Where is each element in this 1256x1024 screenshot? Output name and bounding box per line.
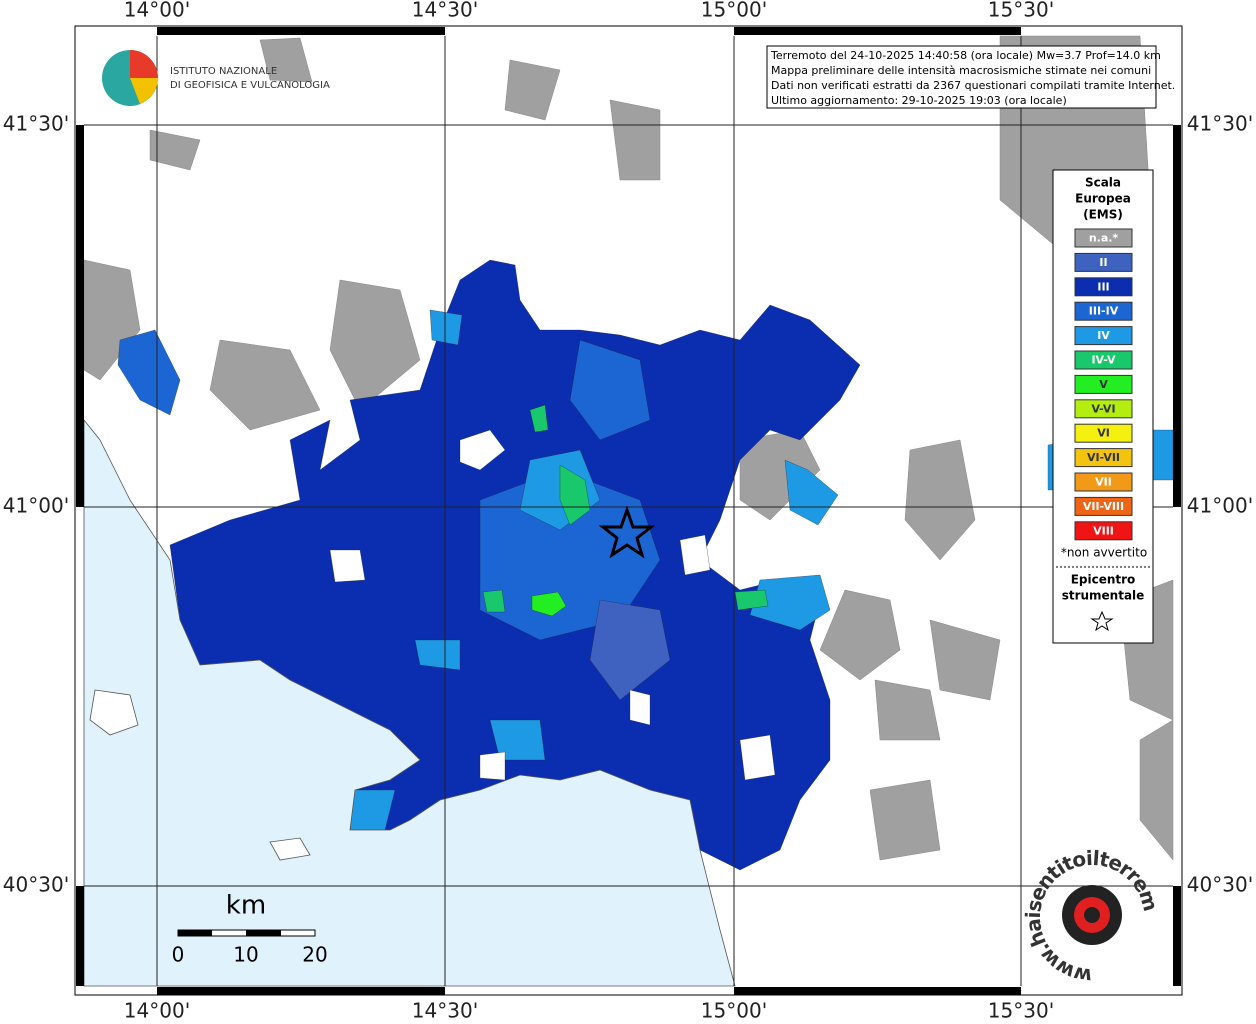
logo-text: ISTITUTO NAZIONALE bbox=[170, 66, 277, 77]
legend-swatch bbox=[1074, 496, 1133, 516]
legend-title: (EMS) bbox=[1083, 208, 1123, 222]
scale-tick: 20 bbox=[302, 943, 327, 967]
islands bbox=[89, 689, 311, 861]
epicenter-label: Epicentro bbox=[1071, 573, 1136, 587]
legend-title: Europea bbox=[1075, 192, 1131, 206]
frame-tick bbox=[157, 987, 445, 995]
ingv-logo: ISTITUTO NAZIONALE DI GEOFISICA E VULCAN… bbox=[102, 50, 330, 106]
info-box: Terremoto del 24-10-2025 14:40:58 (ora l… bbox=[766, 45, 1175, 109]
legend-label: III-IV bbox=[1089, 305, 1119, 318]
intensity-areas bbox=[117, 259, 1174, 871]
longitude-label: 15°00' bbox=[701, 0, 767, 22]
scale-bar: km 0 10 20 bbox=[172, 891, 328, 967]
latitude-label: 40°30' bbox=[1187, 873, 1253, 897]
frame-ticks bbox=[76, 27, 1181, 995]
legend-label: VI-VII bbox=[1087, 451, 1120, 464]
legend-label: IV bbox=[1097, 329, 1110, 342]
legend-swatch bbox=[1074, 521, 1133, 541]
legend-title: Scala bbox=[1085, 176, 1121, 190]
epicenter-label: strumentale bbox=[1062, 589, 1145, 603]
legend-label: V-VI bbox=[1091, 402, 1115, 415]
legend-swatch bbox=[1074, 448, 1133, 468]
legend-swatch bbox=[1074, 399, 1133, 419]
legend-note: *non avvertito bbox=[1061, 546, 1147, 560]
scale-segment bbox=[246, 930, 281, 936]
legend-label: V bbox=[1099, 378, 1108, 391]
legend-label: n.a.* bbox=[1089, 232, 1119, 245]
legend-label: VI bbox=[1097, 427, 1110, 440]
longitude-label: 15°30' bbox=[988, 0, 1054, 22]
legend-label: VII bbox=[1095, 476, 1112, 489]
legend-swatch bbox=[1074, 277, 1133, 297]
legend-swatch bbox=[1074, 326, 1133, 346]
logo-text: DI GEOFISICA E VULCANOLOGIA bbox=[170, 80, 330, 91]
longitude-label: 14°30' bbox=[412, 0, 478, 22]
latitude-label: 41°00' bbox=[3, 494, 69, 518]
legend-label: II bbox=[1099, 256, 1107, 269]
frame-tick bbox=[1173, 125, 1181, 507]
scale-tick: 0 bbox=[172, 943, 185, 967]
frame-tick bbox=[76, 886, 84, 986]
frame-tick bbox=[734, 27, 1021, 35]
sea bbox=[83, 418, 736, 987]
logo-segment bbox=[130, 50, 158, 78]
scale-tick: 10 bbox=[233, 943, 258, 967]
latitude-label: 41°30' bbox=[3, 112, 69, 136]
legend-swatch bbox=[1074, 228, 1133, 248]
legend-swatch bbox=[1074, 350, 1133, 370]
legend-swatch bbox=[1074, 472, 1133, 492]
epicenter-symbol bbox=[1090, 610, 1114, 632]
coordinate-labels: 14°00' 14°00' 14°30' 14°30' 15°00' 15°00' 15°3… bbox=[3, 0, 1253, 1023]
info-frame bbox=[766, 45, 1157, 109]
info-line: Mappa preliminare delle intensità macros… bbox=[771, 64, 1151, 77]
scale-unit: km bbox=[226, 891, 266, 921]
info-line: Ultimo aggiornamento: 29-10-2025 19:03 (… bbox=[771, 94, 1067, 107]
legend-swatch bbox=[1074, 301, 1133, 321]
legend: Scala Europea (EMS) *non avvertito Epice… bbox=[1052, 169, 1154, 644]
frame-tick bbox=[76, 125, 84, 507]
legend-swatch bbox=[1074, 423, 1133, 443]
legend-label: VII-VIII bbox=[1083, 500, 1124, 513]
latitude-label: 41°00' bbox=[1187, 494, 1253, 518]
longitude-label: 14°30' bbox=[412, 999, 478, 1023]
legend-swatch bbox=[1074, 252, 1133, 272]
watermark-target bbox=[1084, 907, 1100, 923]
longitude-label: 14°00' bbox=[124, 0, 190, 22]
frame bbox=[74, 25, 1183, 996]
epicenter-star bbox=[598, 505, 656, 559]
graticule bbox=[84, 36, 1173, 986]
frame-tick bbox=[157, 27, 445, 35]
frame-tick bbox=[1173, 886, 1181, 986]
latitude-label: 41°30' bbox=[1187, 112, 1253, 136]
legend-label: III bbox=[1097, 280, 1109, 293]
longitude-label: 14°00' bbox=[124, 999, 190, 1023]
longitude-label: 15°00' bbox=[701, 999, 767, 1023]
scale-segment bbox=[178, 930, 212, 936]
frame-tick bbox=[734, 987, 1021, 995]
legend-label: IV-V bbox=[1091, 354, 1116, 367]
latitude-label: 40°30' bbox=[3, 873, 69, 897]
logo-segment bbox=[130, 78, 158, 104]
legend-swatch bbox=[1074, 374, 1133, 394]
info-line: Terremoto del 24-10-2025 14:40:58 (ora l… bbox=[770, 49, 1161, 62]
info-line: Dati non verificati estratti da 2367 que… bbox=[771, 79, 1175, 92]
longitude-label: 15°30' bbox=[988, 999, 1054, 1023]
legend-label: VIII bbox=[1093, 524, 1114, 537]
